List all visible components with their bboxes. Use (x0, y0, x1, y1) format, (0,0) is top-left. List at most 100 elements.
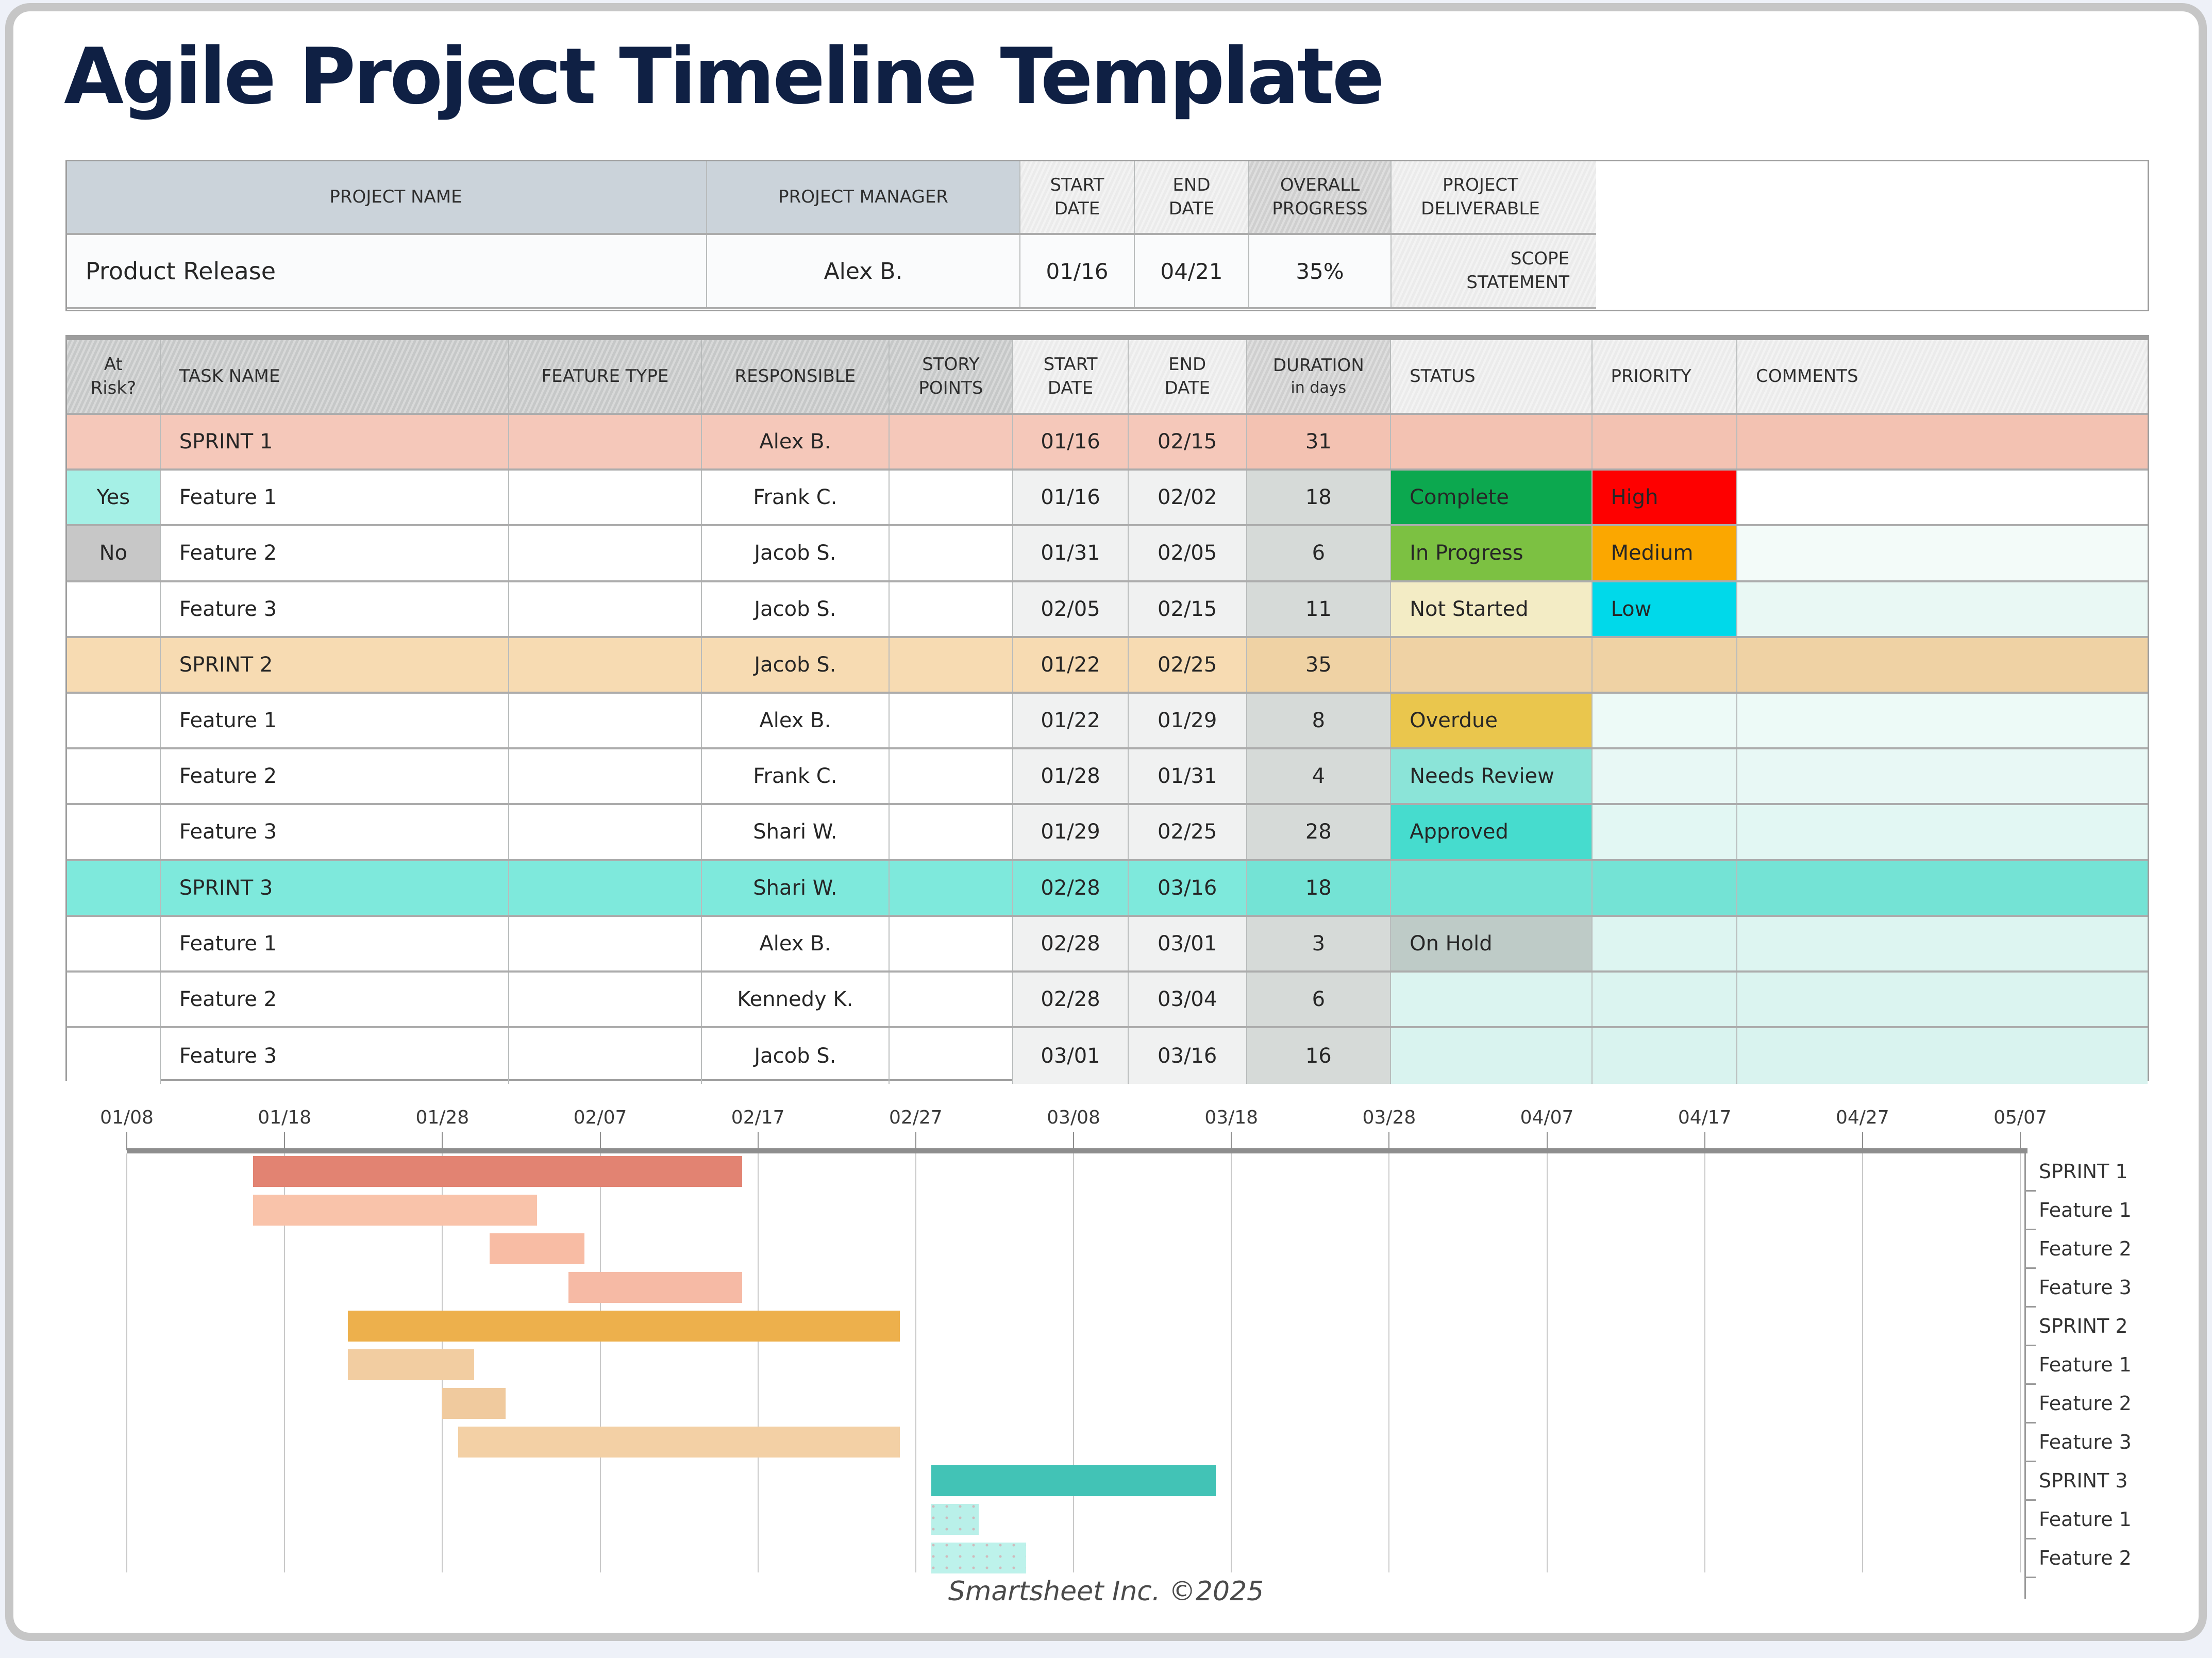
cell-task[interactable]: SPRINT 2 (160, 638, 509, 692)
cell-story_points[interactable] (890, 471, 1014, 525)
cell-feature_type[interactable] (509, 526, 702, 580)
cell-responsible[interactable]: Jacob S. (702, 526, 890, 580)
cell-start[interactable]: 02/28 (1013, 972, 1129, 1027)
cell-feature_type[interactable] (509, 972, 702, 1027)
cell-end[interactable]: 02/15 (1128, 415, 1247, 469)
cell-at_risk[interactable] (67, 861, 161, 915)
cell-status[interactable]: In Progress (1391, 526, 1593, 580)
cell-status[interactable]: Overdue (1391, 693, 1593, 748)
cell-at_risk[interactable] (67, 1028, 161, 1084)
cell-story_points[interactable] (890, 693, 1014, 748)
cell-story_points[interactable] (889, 638, 1014, 692)
cell-start[interactable]: 02/28 (1013, 916, 1129, 970)
cell-priority[interactable] (1592, 972, 1738, 1027)
cell-start[interactable]: 01/31 (1013, 526, 1129, 580)
cell-feature_type[interactable] (509, 1028, 702, 1084)
cell-responsible[interactable]: Alex B. (702, 415, 890, 469)
cell-task[interactable]: Feature 3 (161, 1028, 509, 1084)
cell-priority[interactable] (1592, 861, 1738, 915)
cell-end[interactable]: 03/04 (1128, 972, 1247, 1027)
cell-story_points[interactable] (890, 916, 1014, 970)
cell-start[interactable]: 01/22 (1013, 638, 1129, 692)
cell-comments[interactable] (1737, 471, 2148, 525)
cell-task[interactable]: Feature 2 (161, 749, 509, 803)
cell-responsible[interactable]: Jacob S. (702, 1028, 890, 1084)
cell-status[interactable] (1391, 972, 1593, 1027)
cell-comments[interactable] (1737, 582, 2148, 636)
cell-priority[interactable] (1592, 916, 1738, 970)
cell-task[interactable]: Feature 2 (161, 526, 509, 580)
project-manager-value[interactable]: Alex B. (707, 235, 1020, 307)
cell-feature_type[interactable] (509, 916, 702, 970)
cell-priority[interactable]: Low (1592, 582, 1738, 636)
cell-responsible[interactable]: Shari W. (702, 805, 890, 859)
cell-story_points[interactable] (890, 582, 1014, 636)
cell-feature_type[interactable] (509, 693, 702, 748)
cell-task[interactable]: Feature 1 (161, 471, 509, 525)
cell-end[interactable]: 02/25 (1128, 805, 1247, 859)
cell-at_risk[interactable] (67, 916, 161, 970)
cell-story_points[interactable] (890, 526, 1014, 580)
cell-duration[interactable]: 8 (1247, 693, 1392, 748)
cell-responsible[interactable]: Kennedy K. (702, 972, 890, 1027)
cell-duration[interactable]: 3 (1247, 916, 1392, 970)
cell-story_points[interactable] (890, 805, 1014, 859)
cell-at_risk[interactable] (67, 582, 161, 636)
cell-task[interactable]: SPRINT 1 (160, 415, 509, 469)
cell-end[interactable]: 01/29 (1128, 693, 1247, 748)
cell-comments[interactable] (1737, 916, 2148, 970)
cell-task[interactable]: Feature 2 (161, 972, 509, 1027)
cell-duration[interactable]: 16 (1247, 1028, 1392, 1084)
cell-status[interactable] (1391, 861, 1593, 915)
cell-start[interactable]: 03/01 (1013, 1028, 1129, 1084)
cell-comments[interactable] (1737, 693, 2148, 748)
cell-responsible[interactable]: Frank C. (702, 749, 890, 803)
project-name-value[interactable]: Product Release (67, 235, 707, 307)
cell-feature_type[interactable] (509, 471, 702, 525)
cell-start[interactable]: 01/29 (1013, 805, 1129, 859)
project-progress-value[interactable]: 35% (1249, 235, 1392, 307)
cell-story_points[interactable] (890, 1028, 1014, 1084)
cell-feature_type[interactable] (509, 749, 702, 803)
cell-priority[interactable] (1592, 1028, 1738, 1084)
project-start-value[interactable]: 01/16 (1020, 235, 1135, 307)
cell-priority[interactable] (1592, 693, 1738, 748)
cell-start[interactable]: 02/05 (1013, 582, 1129, 636)
cell-responsible[interactable]: Frank C. (702, 471, 890, 525)
cell-responsible[interactable]: Alex B. (702, 693, 890, 748)
cell-end[interactable]: 03/16 (1128, 861, 1247, 915)
cell-responsible[interactable]: Jacob S. (702, 638, 890, 692)
cell-status[interactable] (1391, 415, 1593, 469)
cell-end[interactable]: 03/16 (1128, 1028, 1247, 1084)
cell-priority[interactable] (1592, 415, 1738, 469)
cell-responsible[interactable]: Shari W. (702, 861, 890, 915)
cell-start[interactable]: 01/16 (1013, 415, 1129, 469)
cell-task[interactable]: Feature 1 (161, 916, 509, 970)
project-deliverable-note-cell[interactable] (1596, 161, 2148, 309)
cell-at_risk[interactable] (67, 638, 161, 692)
cell-duration[interactable]: 11 (1247, 582, 1392, 636)
cell-task[interactable]: Feature 3 (161, 805, 509, 859)
cell-feature_type[interactable] (509, 415, 702, 469)
cell-status[interactable]: Complete (1391, 471, 1593, 525)
cell-end[interactable]: 02/05 (1128, 526, 1247, 580)
cell-comments[interactable] (1737, 805, 2148, 859)
scope-statement-label[interactable]: SCOPE STATEMENT (1392, 235, 1596, 307)
cell-comments[interactable] (1737, 526, 2148, 580)
cell-duration[interactable]: 18 (1247, 861, 1392, 915)
cell-responsible[interactable]: Alex B. (702, 916, 890, 970)
cell-story_points[interactable] (890, 749, 1014, 803)
cell-start[interactable]: 02/28 (1013, 861, 1129, 915)
cell-priority[interactable]: High (1592, 471, 1738, 525)
cell-start[interactable]: 01/22 (1013, 693, 1129, 748)
cell-duration[interactable]: 35 (1247, 638, 1392, 692)
cell-duration[interactable]: 18 (1247, 471, 1392, 525)
cell-at_risk[interactable] (67, 972, 161, 1027)
cell-at_risk[interactable] (67, 749, 161, 803)
cell-story_points[interactable] (889, 415, 1014, 469)
cell-duration[interactable]: 6 (1247, 972, 1392, 1027)
cell-priority[interactable] (1592, 749, 1738, 803)
cell-at_risk[interactable] (67, 805, 161, 859)
cell-start[interactable]: 01/28 (1013, 749, 1129, 803)
cell-duration[interactable]: 6 (1247, 526, 1392, 580)
